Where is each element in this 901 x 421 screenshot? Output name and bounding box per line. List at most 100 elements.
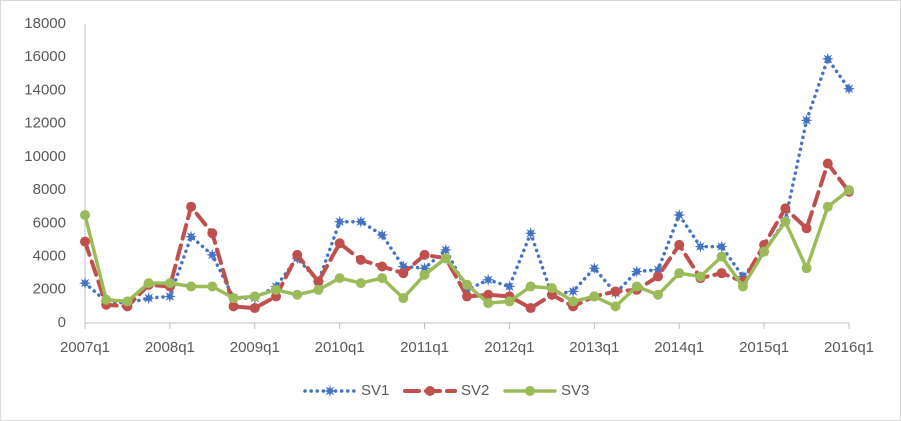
marker bbox=[610, 286, 621, 297]
marker bbox=[673, 209, 686, 221]
marker bbox=[568, 296, 579, 307]
legend-marker bbox=[324, 385, 336, 397]
marker bbox=[462, 291, 472, 302]
y-tick-label: 10000 bbox=[24, 148, 66, 165]
marker bbox=[440, 253, 451, 264]
marker bbox=[631, 281, 642, 292]
marker bbox=[163, 290, 176, 303]
marker bbox=[249, 303, 260, 314]
marker bbox=[715, 240, 728, 253]
marker bbox=[292, 289, 303, 300]
marker bbox=[419, 249, 430, 260]
x-tick-label: 2013q1 bbox=[569, 339, 619, 356]
legend-label: SV1 bbox=[361, 382, 389, 399]
marker bbox=[674, 239, 685, 250]
marker bbox=[822, 201, 833, 212]
y-tick-label: 4000 bbox=[33, 248, 66, 265]
marker bbox=[588, 262, 601, 275]
marker bbox=[228, 293, 239, 304]
marker bbox=[164, 278, 175, 289]
marker bbox=[525, 281, 536, 292]
marker bbox=[630, 265, 643, 278]
marker bbox=[228, 301, 239, 312]
marker bbox=[801, 263, 812, 274]
y-tick-label: 16000 bbox=[24, 48, 66, 65]
marker bbox=[377, 261, 388, 272]
legend-label: SV3 bbox=[561, 382, 589, 399]
marker bbox=[439, 243, 452, 256]
marker bbox=[567, 285, 580, 298]
marker bbox=[462, 279, 472, 290]
x-tick-label: 2016q1 bbox=[824, 339, 874, 356]
marker bbox=[292, 249, 303, 260]
marker bbox=[694, 240, 707, 253]
marker bbox=[504, 296, 515, 307]
marker bbox=[610, 301, 621, 312]
marker bbox=[695, 271, 706, 282]
marker bbox=[377, 273, 388, 284]
marker bbox=[589, 291, 600, 302]
marker bbox=[334, 273, 345, 284]
marker bbox=[101, 294, 112, 305]
marker bbox=[186, 201, 197, 212]
y-tick-label: 2000 bbox=[33, 281, 66, 298]
marker bbox=[185, 230, 198, 243]
y-tick-label: 14000 bbox=[24, 81, 66, 98]
marker bbox=[186, 281, 197, 292]
marker bbox=[80, 236, 90, 247]
marker bbox=[483, 289, 494, 300]
marker bbox=[482, 273, 495, 286]
marker bbox=[122, 296, 133, 307]
marker bbox=[271, 284, 281, 295]
marker bbox=[546, 283, 557, 294]
y-tick-label: 12000 bbox=[24, 115, 66, 132]
y-tick-label: 0 bbox=[58, 314, 66, 331]
marker bbox=[143, 278, 154, 289]
x-tick-label: 2011q1 bbox=[400, 339, 449, 356]
marker bbox=[843, 82, 855, 95]
x-tick-label: 2014q1 bbox=[654, 339, 704, 356]
x-tick-label: 2012q1 bbox=[484, 339, 534, 356]
marker bbox=[653, 289, 663, 300]
marker bbox=[249, 291, 260, 302]
marker bbox=[483, 298, 494, 309]
marker bbox=[716, 251, 727, 262]
marker bbox=[674, 268, 685, 279]
marker bbox=[800, 114, 813, 127]
marker bbox=[524, 227, 537, 240]
marker bbox=[79, 277, 91, 290]
marker bbox=[653, 271, 663, 282]
x-tick-label: 2009q1 bbox=[230, 339, 280, 356]
marker bbox=[207, 228, 218, 239]
marker bbox=[206, 248, 219, 261]
y-tick-label: 18000 bbox=[24, 15, 66, 32]
marker bbox=[398, 268, 409, 279]
marker bbox=[822, 158, 833, 169]
marker bbox=[313, 284, 324, 295]
marker bbox=[844, 185, 854, 196]
x-tick-label: 2015q1 bbox=[739, 339, 789, 356]
marker bbox=[821, 52, 834, 65]
marker bbox=[780, 216, 791, 227]
marker bbox=[419, 269, 430, 280]
marker bbox=[355, 278, 366, 289]
marker bbox=[207, 281, 218, 292]
marker bbox=[503, 280, 516, 293]
marker bbox=[142, 292, 155, 305]
marker bbox=[333, 215, 346, 228]
marker bbox=[355, 254, 366, 265]
y-tick-label: 6000 bbox=[33, 214, 66, 231]
x-tick-label: 2007q1 bbox=[60, 339, 110, 356]
marker bbox=[376, 229, 389, 241]
marker bbox=[780, 203, 791, 214]
marker bbox=[334, 238, 345, 249]
legend-label: SV2 bbox=[461, 382, 489, 399]
marker bbox=[801, 223, 812, 234]
marker bbox=[525, 303, 536, 314]
marker bbox=[313, 276, 324, 287]
marker bbox=[398, 293, 409, 304]
marker bbox=[759, 246, 770, 257]
x-tick-label: 2008q1 bbox=[145, 339, 195, 356]
